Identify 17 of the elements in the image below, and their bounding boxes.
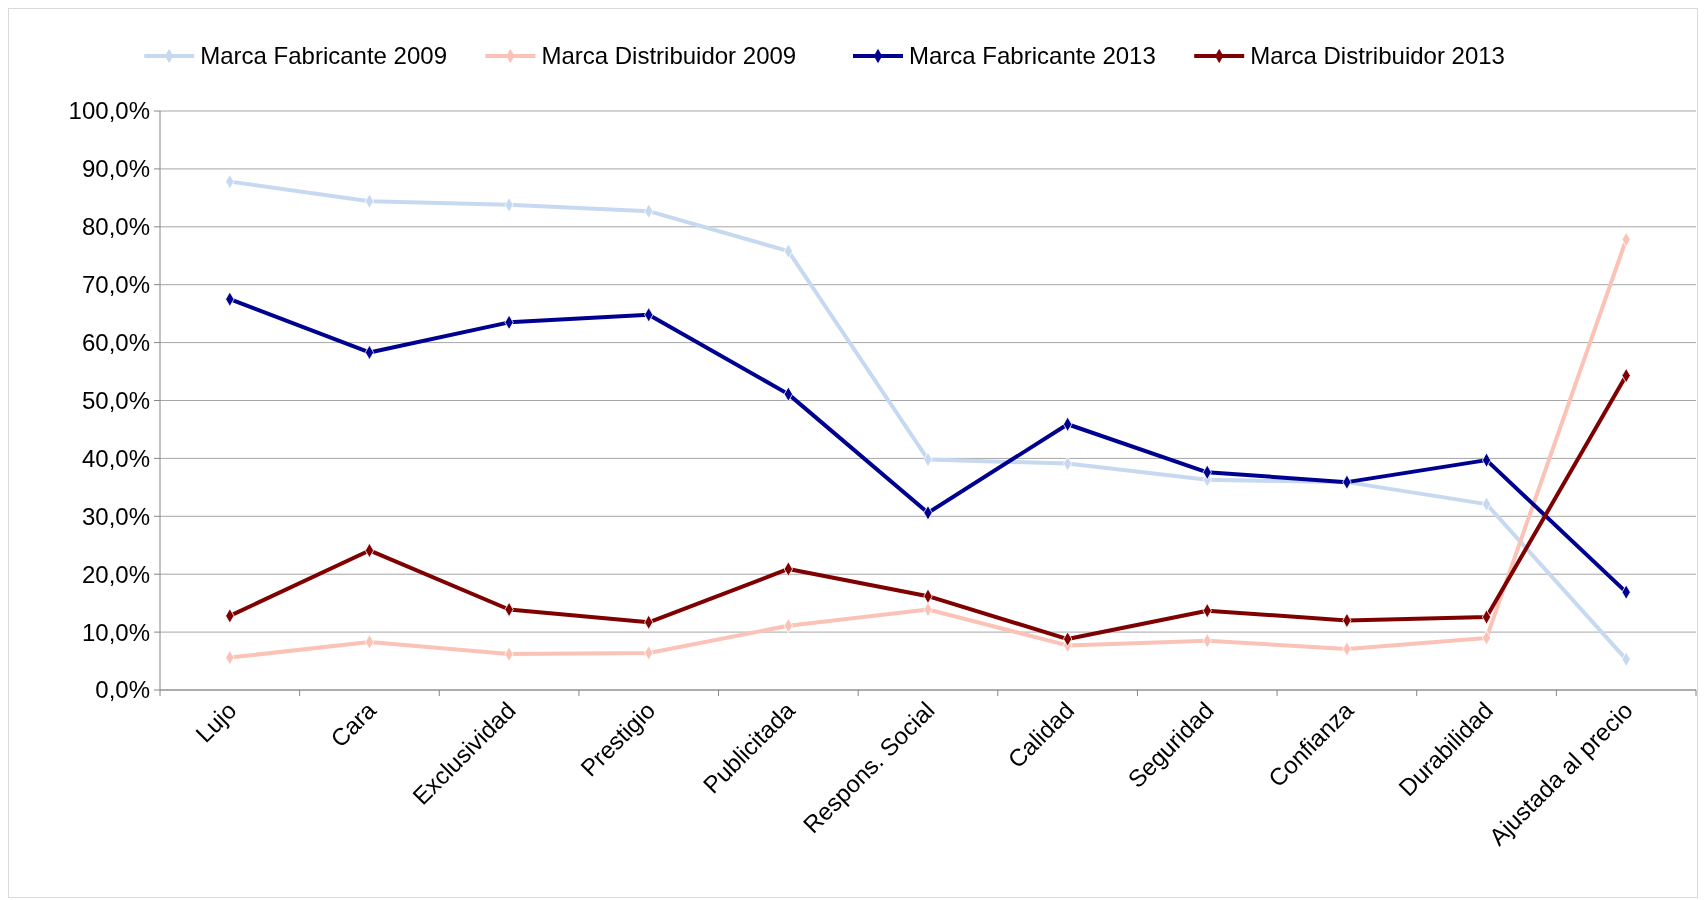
y-tick-label: 10,0%: [81, 618, 150, 646]
legend-label: Marca Fabricante 2009: [200, 42, 447, 70]
y-tick-label: 60,0%: [81, 329, 150, 356]
y-tick-label: 30,0%: [81, 502, 150, 530]
legend-label: Marca Distribuidor 2009: [541, 42, 797, 70]
legend-label: Marca Fabricante 2013: [909, 42, 1156, 70]
y-tick-label: 0,0%: [95, 676, 150, 704]
y-tick-label: 80,0%: [81, 213, 150, 241]
y-tick-label: 50,0%: [81, 386, 150, 414]
y-tick-label: 40,0%: [81, 444, 150, 472]
x-tick-label: Cara: [325, 695, 382, 753]
y-tick-label: 70,0%: [81, 271, 150, 299]
y-tick-label: 100,0%: [68, 97, 150, 125]
y-tick-label: 20,0%: [81, 560, 150, 588]
y-tick-label: 90,0%: [81, 155, 150, 183]
legend-label: Marca Distribuidor 2013: [1250, 42, 1505, 70]
x-tick-label: Lujo: [190, 696, 242, 748]
